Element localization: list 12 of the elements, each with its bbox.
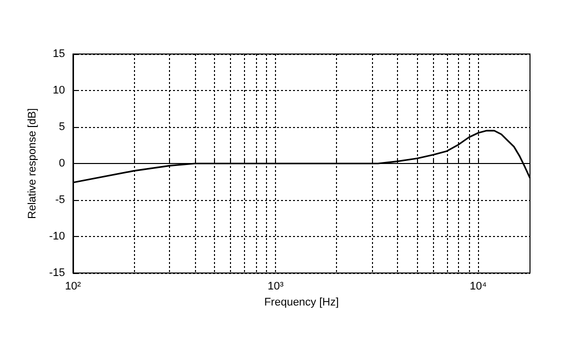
y-tick-label: -15 — [49, 267, 65, 279]
y-tick-label: -10 — [49, 230, 65, 242]
y-tick-label: -5 — [55, 194, 65, 206]
y-tick-label: 10 — [52, 84, 65, 96]
x-tick-label: 10² — [65, 280, 82, 292]
y-tick-label: 15 — [52, 48, 65, 60]
x-tick-label: 10⁴ — [470, 280, 488, 292]
y-axis-title: Relative response [dB] — [26, 108, 39, 219]
y-tick-label: 5 — [58, 121, 65, 133]
y-tick-label: 0 — [58, 158, 65, 170]
x-tick-label: 10³ — [268, 280, 284, 292]
x-axis-title: Frequency [Hz] — [264, 296, 339, 308]
